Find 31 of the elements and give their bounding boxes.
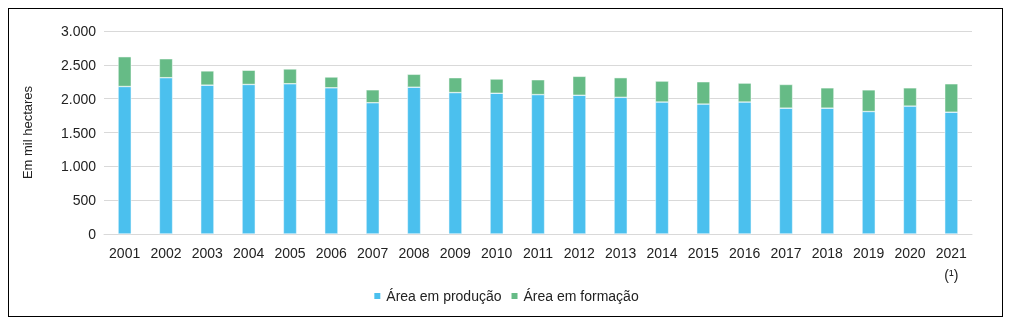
- x-tick-label: 2005: [274, 245, 306, 261]
- legend-label: Área em produção: [386, 288, 502, 304]
- x-tick-label: 2017: [770, 245, 802, 261]
- x-tick-label: 2021 (¹): [935, 245, 968, 283]
- x-tick-label: 2008: [398, 245, 430, 261]
- x-tick-label: 2009: [439, 245, 472, 261]
- x-tick-label: 2011: [522, 245, 554, 261]
- y-tick-label: 1.500: [60, 124, 97, 141]
- y-axis-title: Em mil hectares: [20, 85, 35, 180]
- y-tick-label: 3.000: [60, 23, 97, 39]
- x-tick-label: 2002: [150, 245, 182, 261]
- x-tick-label: 2019: [853, 245, 885, 261]
- x-tick-label: 2013: [605, 245, 637, 261]
- x-tick-label: 2016: [729, 245, 761, 261]
- x-tick-label: 2018: [811, 245, 844, 261]
- x-tick-label: 2015: [687, 245, 720, 261]
- x-tick-label: 2001: [109, 245, 141, 261]
- x-tick-label: 2007: [357, 245, 389, 261]
- x-tick-label: 2010: [481, 245, 513, 261]
- x-tick-label: 2020: [894, 245, 926, 261]
- y-tick-label: 0: [88, 226, 97, 242]
- y-tick-label: 1.000: [60, 158, 97, 175]
- y-tick-label: 2.500: [60, 56, 97, 73]
- x-tick-label: 2004: [233, 245, 265, 261]
- x-tick-label: 2003: [191, 245, 224, 261]
- x-tick-label: 2012: [563, 245, 596, 261]
- x-tick-label: 2014: [646, 245, 678, 261]
- legend-label: Área em formação: [523, 288, 639, 304]
- y-tick-label: 2.000: [60, 90, 97, 107]
- y-tick-label: 500: [72, 192, 97, 209]
- x-tick-label: 2006: [315, 245, 348, 261]
